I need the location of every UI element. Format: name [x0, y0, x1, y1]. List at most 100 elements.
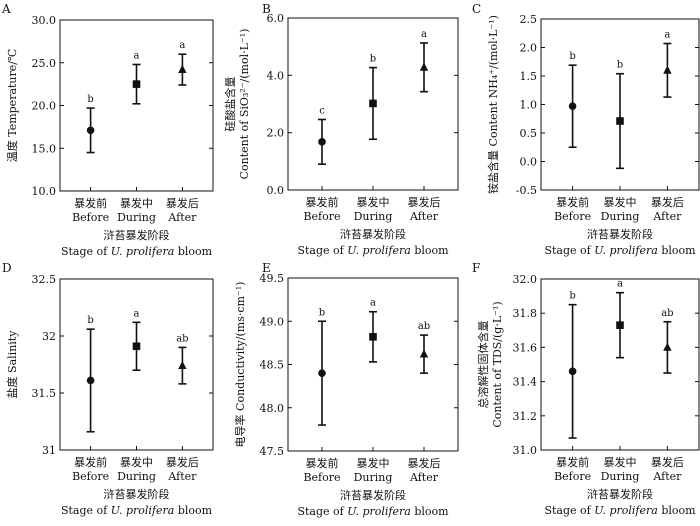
mean-point: [616, 117, 624, 125]
x-axis-label-suffix: bloom: [174, 504, 212, 517]
x-tick-label-en: After: [652, 210, 682, 223]
x-axis-label-species: U. prolifera: [347, 244, 411, 257]
y-axis-label: 盐度 Salinity: [5, 330, 19, 399]
y-tick-label: 48.0: [260, 402, 285, 415]
mean-point: [318, 369, 326, 377]
mean-point: [568, 102, 577, 111]
y-tick-label: 31.5: [32, 387, 57, 400]
significance-label: ab: [661, 308, 673, 319]
x-tick-label-cn: 暴发后: [651, 195, 684, 209]
y-tick-label: -0.5: [516, 184, 537, 197]
mean-point: [616, 321, 624, 329]
x-axis-label-cn: 浒苔暴发阶段: [104, 487, 170, 501]
x-axis-label-prefix: Stage of: [544, 504, 594, 517]
x-tick-label-cn: 暴发前: [306, 456, 339, 470]
x-tick-label-cn: 暴发中: [357, 456, 390, 470]
y-tick-label: 48.5: [260, 359, 285, 372]
significance-label: b: [319, 307, 325, 318]
y-tick-label: 0.0: [267, 184, 285, 197]
mean-point: [86, 126, 95, 135]
panel-letter: F: [472, 261, 480, 275]
significance-label: b: [370, 54, 376, 65]
significance-label: b: [617, 60, 623, 71]
y-tick-label: 10.0: [32, 185, 57, 198]
panel-letter: D: [2, 261, 12, 275]
x-tick-label-en: After: [167, 470, 197, 483]
y-tick-label: 31.8: [513, 307, 538, 320]
x-tick-label-en: During: [601, 470, 640, 483]
significance-label: ab: [418, 321, 430, 332]
x-tick-label-cn: 暴发中: [604, 455, 637, 469]
y-tick-label: 31.6: [513, 341, 538, 354]
x-tick-label-cn: 暴发中: [357, 195, 390, 209]
x-axis-label-en: Stage of U. prolifera bloom: [544, 244, 696, 257]
x-tick-label-cn: 暴发中: [120, 455, 153, 469]
y-tick-label: 15.0: [32, 142, 57, 155]
x-axis-label-en: Stage of U. prolifera bloom: [297, 244, 449, 257]
x-tick-label-en: Before: [554, 470, 591, 483]
x-tick-label-en: During: [354, 210, 393, 223]
x-axis-label-cn: 浒苔暴发阶段: [587, 487, 653, 501]
significance-label: c: [319, 105, 325, 116]
x-tick-label-cn: 暴发后: [408, 195, 441, 209]
significance-label: a: [179, 40, 185, 51]
significance-label: ab: [176, 333, 188, 344]
x-tick-label-en: Before: [554, 210, 591, 223]
mean-point: [369, 333, 377, 341]
x-axis-label-prefix: Stage of: [544, 244, 594, 257]
x-tick-label-cn: 暴发前: [306, 195, 339, 209]
x-tick-label-en: After: [167, 211, 197, 224]
y-axis-label: 铵盐含量 Content NH₄⁺/(mol·L⁻¹): [486, 15, 500, 194]
x-tick-label-en: Before: [72, 211, 109, 224]
x-tick-label-cn: 暴发后: [408, 456, 441, 470]
y-tick-label: 31.0: [513, 444, 538, 457]
mean-point: [132, 342, 141, 351]
x-tick-label-en: After: [409, 471, 439, 484]
y-tick-label: 31: [42, 444, 56, 457]
significance-label: b: [87, 315, 93, 326]
x-tick-label-en: During: [117, 211, 156, 224]
y-tick-label: 32.0: [513, 273, 538, 286]
y-tick-label: 2.0: [520, 42, 538, 55]
panel-letter: A: [1, 2, 11, 16]
x-tick-label-cn: 暴发中: [604, 195, 637, 209]
x-axis-label-suffix: bloom: [658, 244, 696, 257]
y-tick-label: 2.5: [520, 13, 538, 26]
x-tick-label-cn: 暴发前: [556, 195, 589, 209]
y-tick-label: 1.0: [520, 99, 538, 112]
significance-label: a: [134, 308, 140, 319]
x-tick-label-en: Before: [72, 470, 109, 483]
y-axis-label: 温度 Temperature/℃: [5, 49, 19, 163]
y-tick-label: 20.0: [32, 100, 57, 113]
x-axis-label-en: Stage of U. prolifera bloom: [297, 505, 449, 518]
mean-point: [369, 99, 377, 108]
x-axis-label-species: U. prolifera: [594, 244, 658, 257]
mean-point: [663, 342, 672, 351]
x-axis-label-cn: 浒苔暴发阶段: [340, 227, 406, 241]
x-axis-label-species: U. prolifera: [111, 245, 175, 258]
mean-point: [419, 62, 429, 71]
x-axis-label-en: Stage of U. prolifera bloom: [61, 245, 213, 258]
x-axis-label-species: U. prolifera: [347, 505, 411, 518]
y-tick-label: 0.5: [520, 127, 538, 140]
y-tick-label: 49.0: [260, 315, 285, 328]
y-axis-label-cn: 总溶解性固体含量: [476, 321, 490, 409]
x-axis-label-suffix: bloom: [174, 245, 212, 258]
y-tick-label: 0.0: [520, 156, 538, 169]
x-axis-label-prefix: Stage of: [297, 244, 347, 257]
mean-point: [178, 360, 187, 370]
x-axis-label-suffix: bloom: [411, 244, 449, 257]
x-axis-label-cn: 浒苔暴发阶段: [587, 227, 653, 241]
x-axis-label-cn: 浒苔暴发阶段: [340, 488, 406, 502]
x-tick-label-en: During: [354, 471, 393, 484]
x-axis-label-cn: 浒苔暴发阶段: [104, 228, 170, 242]
mean-point: [132, 80, 141, 88]
x-tick-label-cn: 暴发后: [166, 455, 199, 469]
x-tick-label-en: During: [117, 470, 156, 483]
y-tick-label: 1.5: [520, 70, 538, 83]
panel-letter: B: [262, 2, 271, 16]
